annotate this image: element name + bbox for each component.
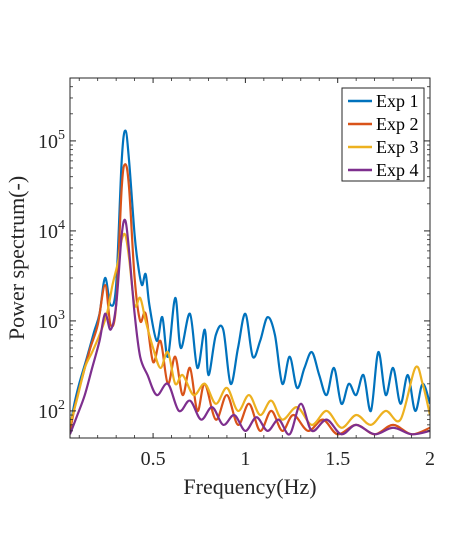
legend-label-exp-2: Exp 2 (376, 114, 419, 134)
y-tick-label: 105 (38, 128, 65, 153)
series-line-exp-4 (70, 218, 430, 436)
x-tick-label: 1.5 (325, 448, 350, 470)
y-tick-label: 102 (38, 398, 65, 423)
x-tick-label: 1 (240, 448, 250, 470)
series-layer (70, 129, 430, 436)
legend-box (341, 87, 425, 182)
legend-label-exp-4: Exp 4 (376, 160, 419, 180)
series-line-exp-3 (70, 232, 430, 429)
x-tick-label: 0.5 (141, 448, 166, 470)
legend: Exp 1 Exp 2 Exp 3 Exp 4 (341, 87, 425, 182)
legend-label-exp-1: Exp 1 (376, 91, 419, 111)
legend-entries: Exp 1 Exp 2 Exp 3 Exp 4 (348, 91, 419, 180)
series-line-exp-1 (70, 129, 430, 432)
x-tick-label: 2 (425, 448, 435, 470)
x-axis-title: Frequency(Hz) (183, 474, 316, 499)
y-tick-label: 104 (38, 218, 65, 243)
ticks-layer: 0.5 1 1.5 2 102 103 104 105 (38, 77, 435, 470)
legend-label-exp-3: Exp 3 (376, 137, 419, 157)
y-axis-title: Power spectrum(-) (4, 176, 29, 340)
y-tick-label: 103 (38, 308, 65, 333)
